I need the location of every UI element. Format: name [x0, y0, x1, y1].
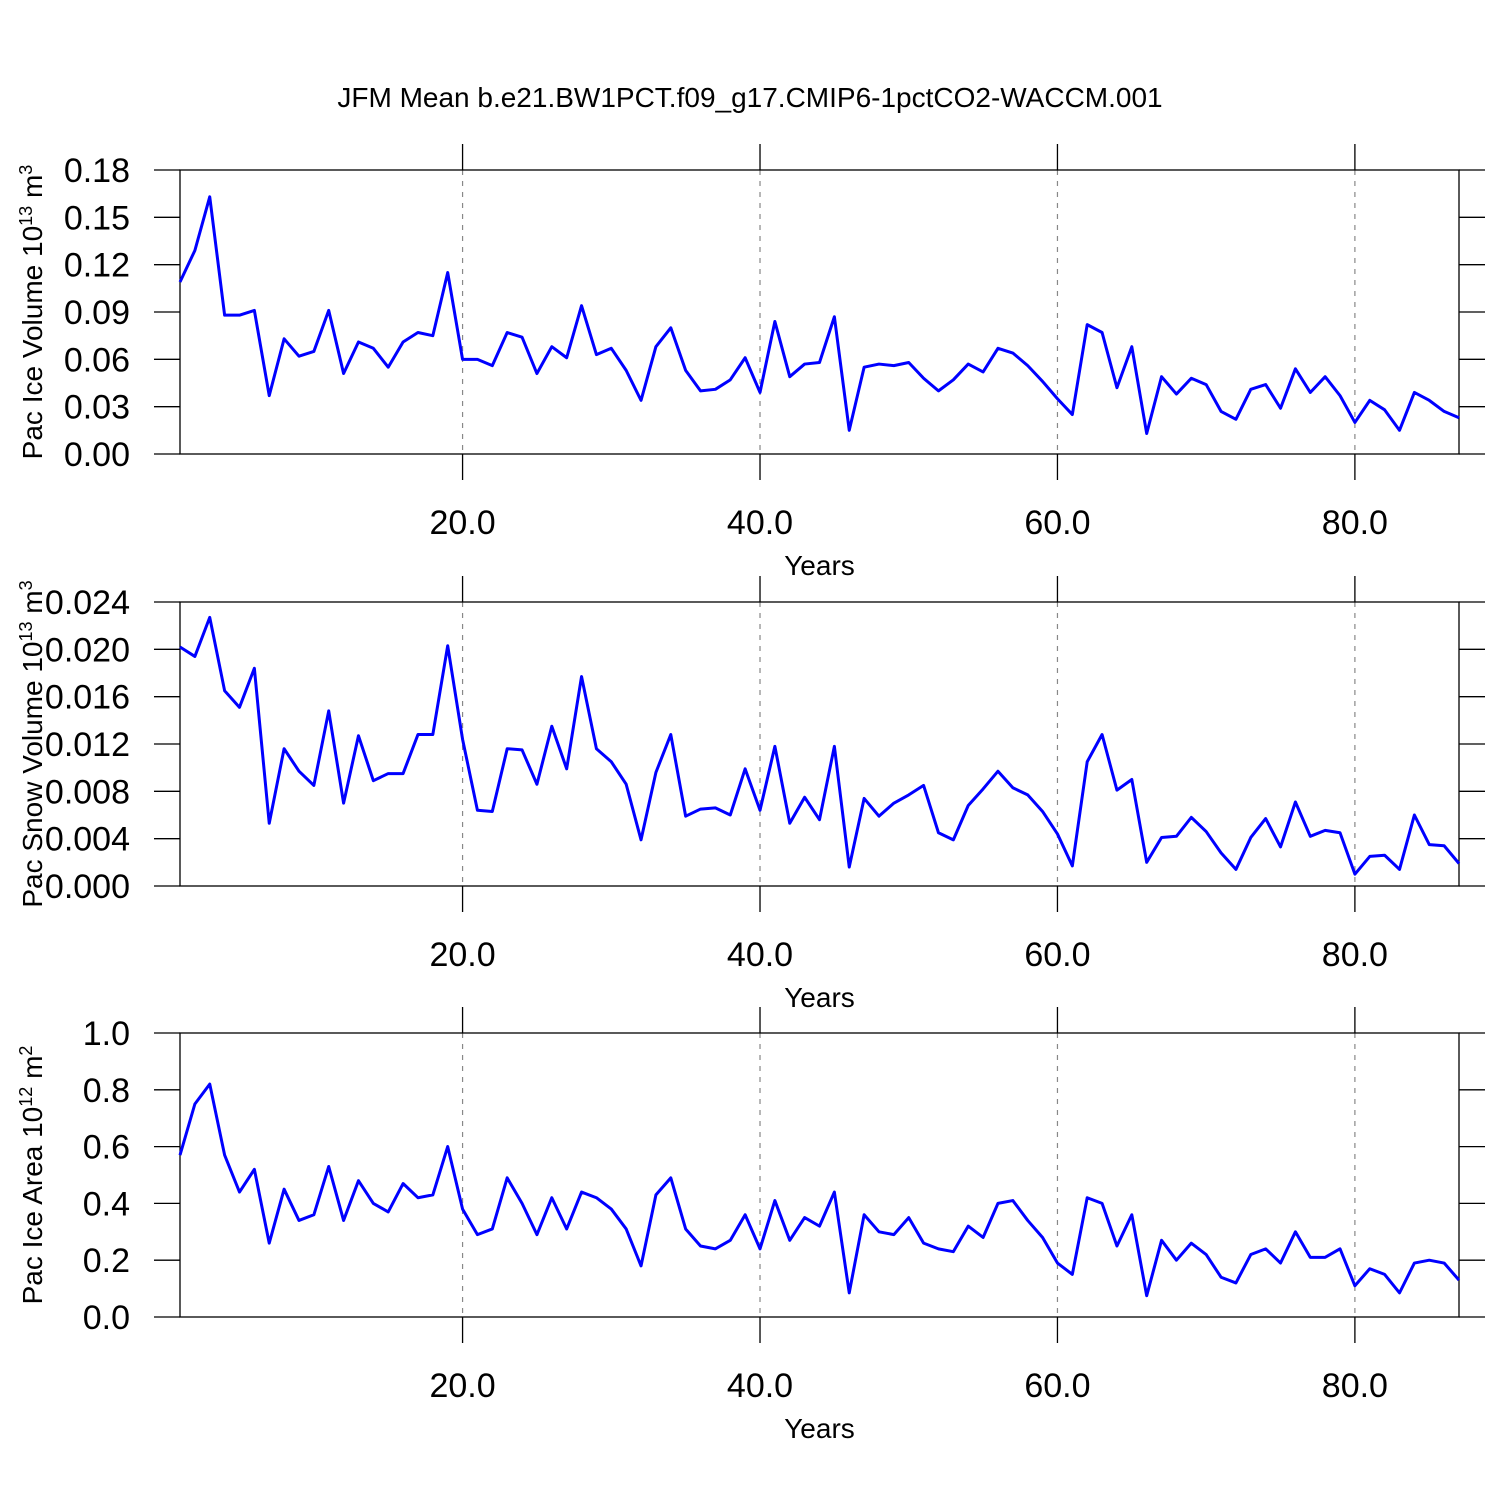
plot-frame [179, 1032, 1460, 1318]
y-tick-label: 0.12 [64, 247, 130, 285]
y-tick-label: 0.016 [45, 679, 130, 717]
y-axis-title: Pac Ice Volume 1013 m3 [16, 165, 48, 460]
y-tick-label: 0.18 [64, 152, 130, 190]
y-tick-label: 0.09 [64, 294, 130, 332]
y-axis-title-part: m [17, 175, 48, 206]
y-tick-label: 1.0 [83, 1015, 130, 1053]
y-axis-title-part: m [17, 1056, 48, 1087]
y-axis-title-part: 13 [16, 206, 36, 226]
y-tick-label: 0.0 [83, 1299, 130, 1337]
y-tick-label: 0.024 [45, 584, 130, 622]
panel: 20.0 40.0 60.0 80.0 0.00 0.03 0.06 0.09 0.12 0.15… [16, 144, 1485, 581]
y-tick-label: 0.008 [45, 773, 130, 811]
y-axis-title: Pac Ice Area 1012 m2 [16, 1046, 48, 1305]
y-axis-title-part: Pac Snow Volume 10 [17, 641, 48, 907]
y-tick-label: 0.8 [83, 1072, 130, 1110]
x-tick-label: 80.0 [1322, 504, 1388, 542]
y-axis-title-part: 3 [16, 580, 36, 590]
y-axis-title-part: Pac Ice Volume 10 [17, 226, 48, 459]
x-tick-label: 20.0 [429, 1367, 495, 1405]
y-axis-title-part: m [17, 590, 48, 621]
data-line [178, 1082, 1461, 1298]
x-tick-label: 40.0 [727, 936, 793, 974]
y-tick-label: 0.2 [83, 1242, 130, 1280]
x-tick-label: 80.0 [1322, 1367, 1388, 1405]
data-line [178, 195, 1460, 435]
panel: 20.0 40.0 60.0 80.0 0.000 0.004 0.008 0.012 0.01… [16, 576, 1485, 1013]
x-tick-label: 60.0 [1024, 936, 1090, 974]
y-tick-label: 0.6 [83, 1129, 130, 1167]
panel: 20.0 40.0 60.0 80.0 0.0 0.2 0.4 0.6 0.8 1.0 Years P… [16, 1007, 1485, 1444]
y-axis-title-part: 13 [16, 621, 36, 641]
x-axis-title: Years [784, 982, 855, 1013]
y-tick-label: 0.020 [45, 631, 130, 669]
x-axis-title: Years [784, 1413, 855, 1444]
y-axis-title-part: 3 [16, 165, 36, 175]
y-tick-label: 0.004 [45, 821, 130, 859]
x-tick-label: 20.0 [429, 504, 495, 542]
x-tick-label: 80.0 [1322, 936, 1388, 974]
x-tick-label: 60.0 [1024, 504, 1090, 542]
y-tick-label: 0.000 [45, 868, 130, 906]
x-tick-label: 40.0 [727, 1367, 793, 1405]
y-tick-label: 0.012 [45, 726, 130, 764]
y-tick-label: 0.4 [83, 1185, 130, 1223]
x-tick-label: 60.0 [1024, 1367, 1090, 1405]
y-axis-title: Pac Snow Volume 1013 m3 [16, 580, 48, 907]
plot-frame [179, 169, 1460, 455]
y-axis-title-part: Pac Ice Area 10 [17, 1107, 48, 1305]
y-tick-label: 0.00 [64, 436, 130, 474]
data-line [179, 615, 1461, 876]
y-axis-title-part: 12 [16, 1087, 36, 1107]
x-tick-label: 20.0 [429, 936, 495, 974]
figure-title: JFM Mean b.e21.BW1PCT.f09_g17.CMIP6-1pct… [337, 82, 1162, 113]
plot-frame [179, 601, 1460, 887]
y-tick-label: 0.15 [64, 199, 130, 237]
x-axis-title: Years [784, 550, 855, 581]
y-tick-label: 0.06 [64, 341, 130, 379]
y-tick-label: 0.03 [64, 389, 130, 427]
y-axis-title-part: 2 [16, 1046, 36, 1056]
x-tick-label: 40.0 [727, 504, 793, 542]
